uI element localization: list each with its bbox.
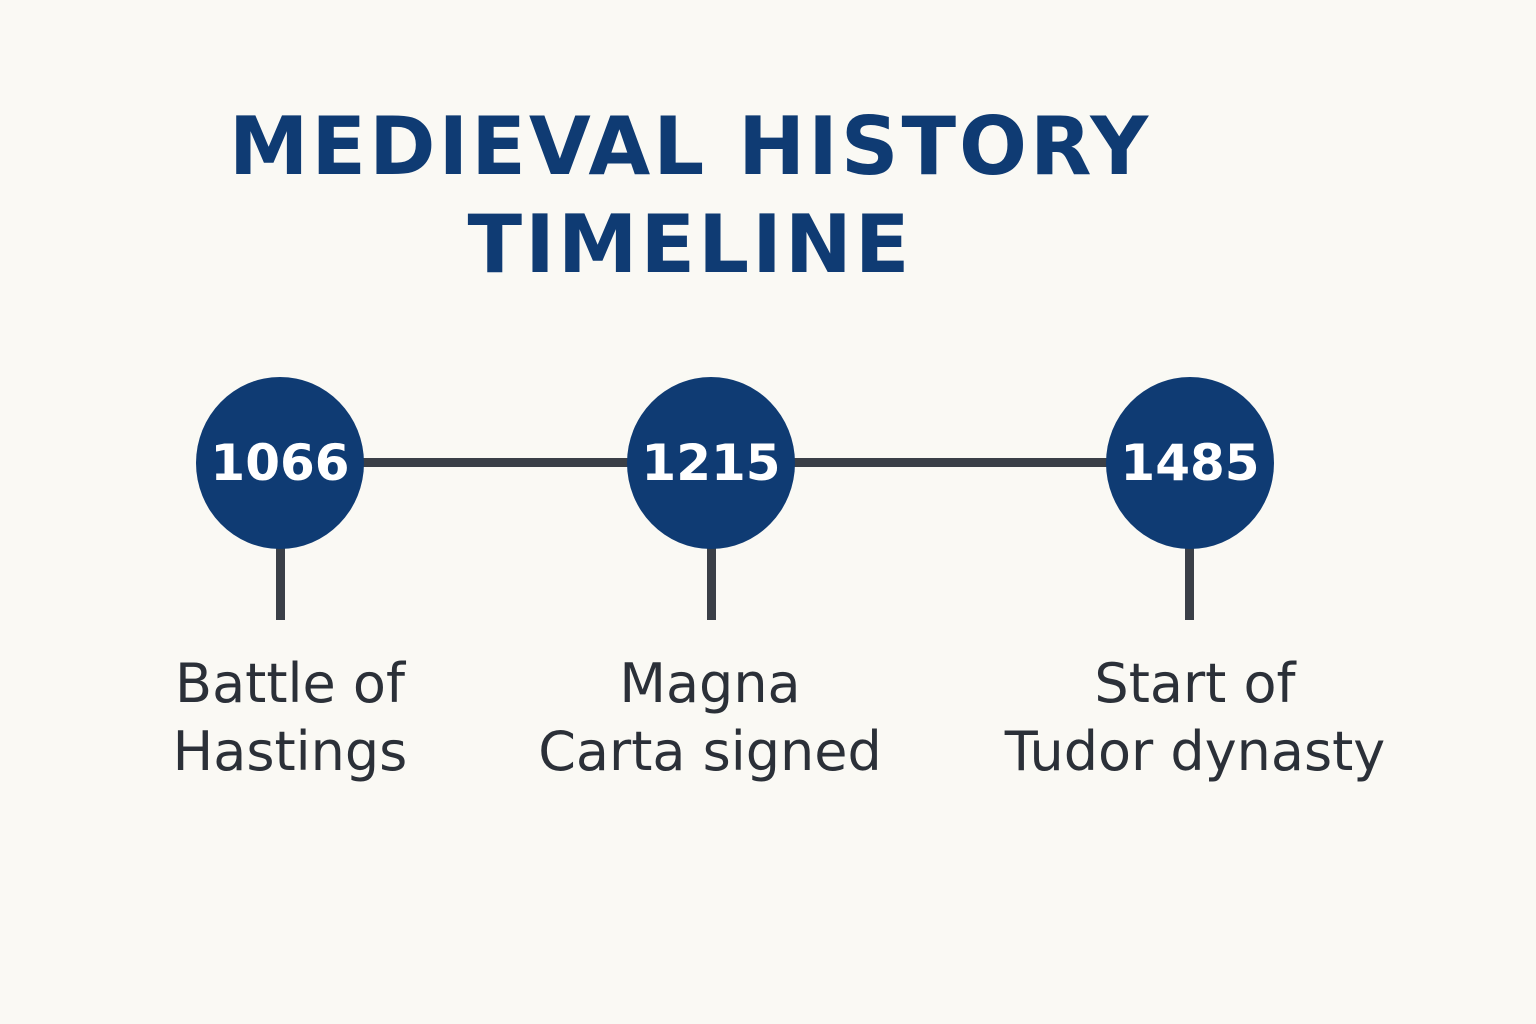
event-label: Start of Tudor dynasty	[985, 650, 1405, 786]
year-node-1066: 1066	[196, 377, 364, 549]
event-label-line: Carta signed	[538, 720, 882, 783]
event-stem	[276, 540, 285, 620]
year-label: 1215	[641, 434, 781, 492]
event-label-line: Start of	[1094, 652, 1296, 715]
title-line-1: MEDIEVAL HISTORY	[228, 100, 1152, 193]
year-label: 1485	[1120, 434, 1260, 492]
page-title: MEDIEVAL HISTORY TIMELINE	[0, 98, 1380, 294]
event-label-line: Hastings	[172, 720, 408, 783]
event-label-line: Battle of	[175, 652, 405, 715]
year-node-1215: 1215	[627, 377, 795, 549]
year-label: 1066	[210, 434, 350, 492]
event-label-line: Tudor dynasty	[1004, 720, 1386, 783]
event-label-line: Magna	[619, 652, 801, 715]
timeline-connector	[780, 458, 1120, 467]
event-label: Magna Carta signed	[500, 650, 920, 786]
timeline-connector	[350, 458, 650, 467]
event-label: Battle of Hastings	[80, 650, 500, 786]
event-stem	[707, 540, 716, 620]
event-stem	[1185, 540, 1194, 620]
year-node-1485: 1485	[1106, 377, 1274, 549]
title-line-2: TIMELINE	[467, 198, 913, 291]
